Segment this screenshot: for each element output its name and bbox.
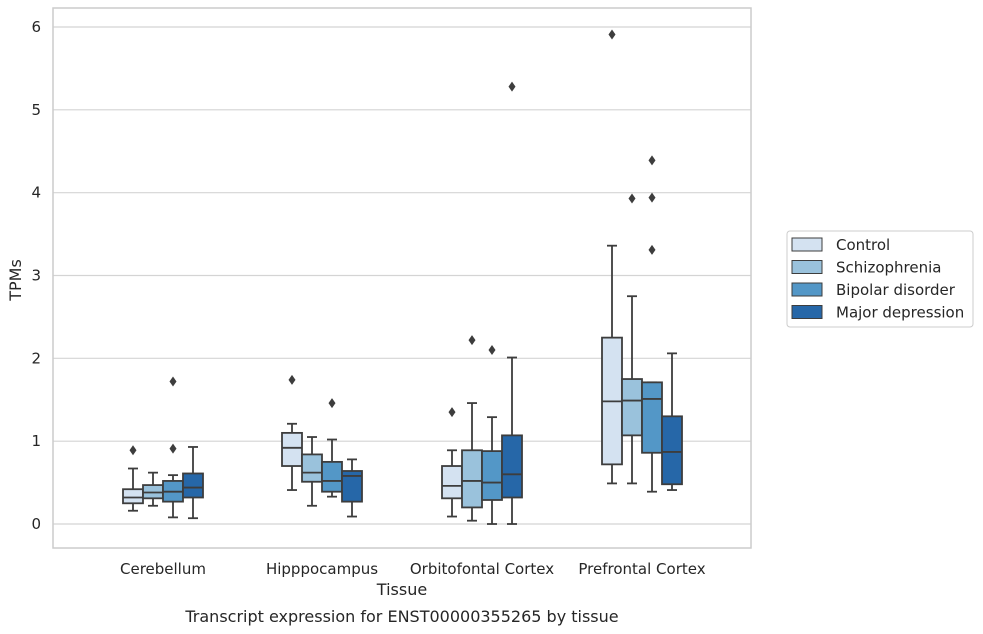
box-iqr bbox=[461, 449, 483, 509]
box-iqr bbox=[182, 472, 204, 499]
y-tick-label: 2 bbox=[31, 349, 41, 367]
figure-caption: Transcript expression for ENST0000035526… bbox=[184, 607, 618, 626]
outlier-point bbox=[488, 345, 496, 356]
box-control bbox=[441, 407, 463, 518]
box-major-depression bbox=[501, 81, 523, 525]
outlier-point bbox=[169, 376, 177, 387]
outlier-point bbox=[288, 374, 296, 385]
box-iqr bbox=[281, 431, 303, 467]
x-tick-label: Prefrontal Cortex bbox=[578, 560, 705, 578]
outlier-point bbox=[608, 29, 616, 40]
legend-swatch bbox=[791, 260, 823, 274]
box-control bbox=[281, 374, 303, 491]
box-bipolar-disorder bbox=[481, 345, 503, 525]
x-tick-label: Orbitofontal Cortex bbox=[410, 560, 554, 578]
outlier-point bbox=[129, 445, 137, 456]
y-axis-ticks: 0 1 2 3 4 5 6 bbox=[31, 18, 41, 533]
y-tick-label: 1 bbox=[31, 432, 41, 450]
y-tick-label: 6 bbox=[31, 18, 41, 36]
y-tick-label: 3 bbox=[31, 267, 41, 285]
box-control bbox=[122, 445, 144, 512]
legend-label: Control bbox=[836, 236, 890, 254]
x-axis-label: Tissue bbox=[376, 580, 427, 599]
box-bipolar-disorder bbox=[162, 376, 184, 519]
y-tick-label: 5 bbox=[31, 101, 41, 119]
box-bipolar-disorder bbox=[321, 398, 343, 498]
box-major-depression bbox=[182, 446, 204, 520]
box-iqr bbox=[341, 470, 363, 503]
outlier-point bbox=[169, 443, 177, 454]
box-iqr bbox=[441, 465, 463, 500]
outlier-point bbox=[628, 193, 636, 204]
outlier-point bbox=[468, 335, 476, 346]
box-iqr bbox=[321, 460, 343, 493]
outlier-point bbox=[448, 407, 456, 418]
outlier-point bbox=[648, 192, 656, 203]
plot-frame bbox=[52, 7, 752, 549]
outlier-point bbox=[508, 81, 516, 92]
legend-label: Schizophrenia bbox=[836, 259, 941, 277]
outlier-point bbox=[648, 244, 656, 255]
legend-label: Major depression bbox=[836, 304, 964, 322]
box-iqr bbox=[641, 381, 663, 454]
x-axis-ticks: Cerebellum Hipppocampus Orbitofontal Corte… bbox=[120, 560, 706, 578]
legend-label: Bipolar disorder bbox=[836, 281, 956, 299]
box-schizophrenia bbox=[461, 335, 483, 522]
box-iqr bbox=[301, 453, 323, 483]
y-tick-label: 0 bbox=[31, 515, 41, 533]
legend-swatch bbox=[791, 237, 823, 252]
box-schizophrenia bbox=[621, 193, 643, 485]
legend-frame bbox=[786, 230, 974, 328]
legend: Control Schizophrenia Bipolar disorder Majo… bbox=[786, 230, 974, 328]
box-schizophrenia bbox=[142, 471, 164, 507]
box-schizophrenia bbox=[301, 436, 323, 507]
box-iqr bbox=[621, 378, 643, 437]
outlier-point bbox=[648, 155, 656, 166]
y-axis-label: TPMs bbox=[6, 259, 25, 302]
box-iqr bbox=[481, 450, 503, 501]
legend-swatch bbox=[791, 305, 823, 319]
box-iqr bbox=[122, 488, 144, 505]
plot-boxes bbox=[122, 29, 683, 525]
x-tick-label: Hipppocampus bbox=[266, 560, 378, 578]
box-bipolar-disorder bbox=[641, 155, 663, 493]
outlier-point bbox=[328, 398, 336, 409]
box-major-depression bbox=[661, 352, 683, 491]
gridlines bbox=[53, 26, 751, 525]
legend-swatch bbox=[791, 282, 823, 297]
y-tick-label: 4 bbox=[31, 184, 41, 202]
box-control bbox=[601, 29, 623, 485]
box-major-depression bbox=[341, 458, 363, 518]
box-iqr bbox=[661, 415, 683, 486]
x-tick-label: Cerebellum bbox=[120, 560, 206, 578]
box-iqr bbox=[501, 434, 523, 499]
